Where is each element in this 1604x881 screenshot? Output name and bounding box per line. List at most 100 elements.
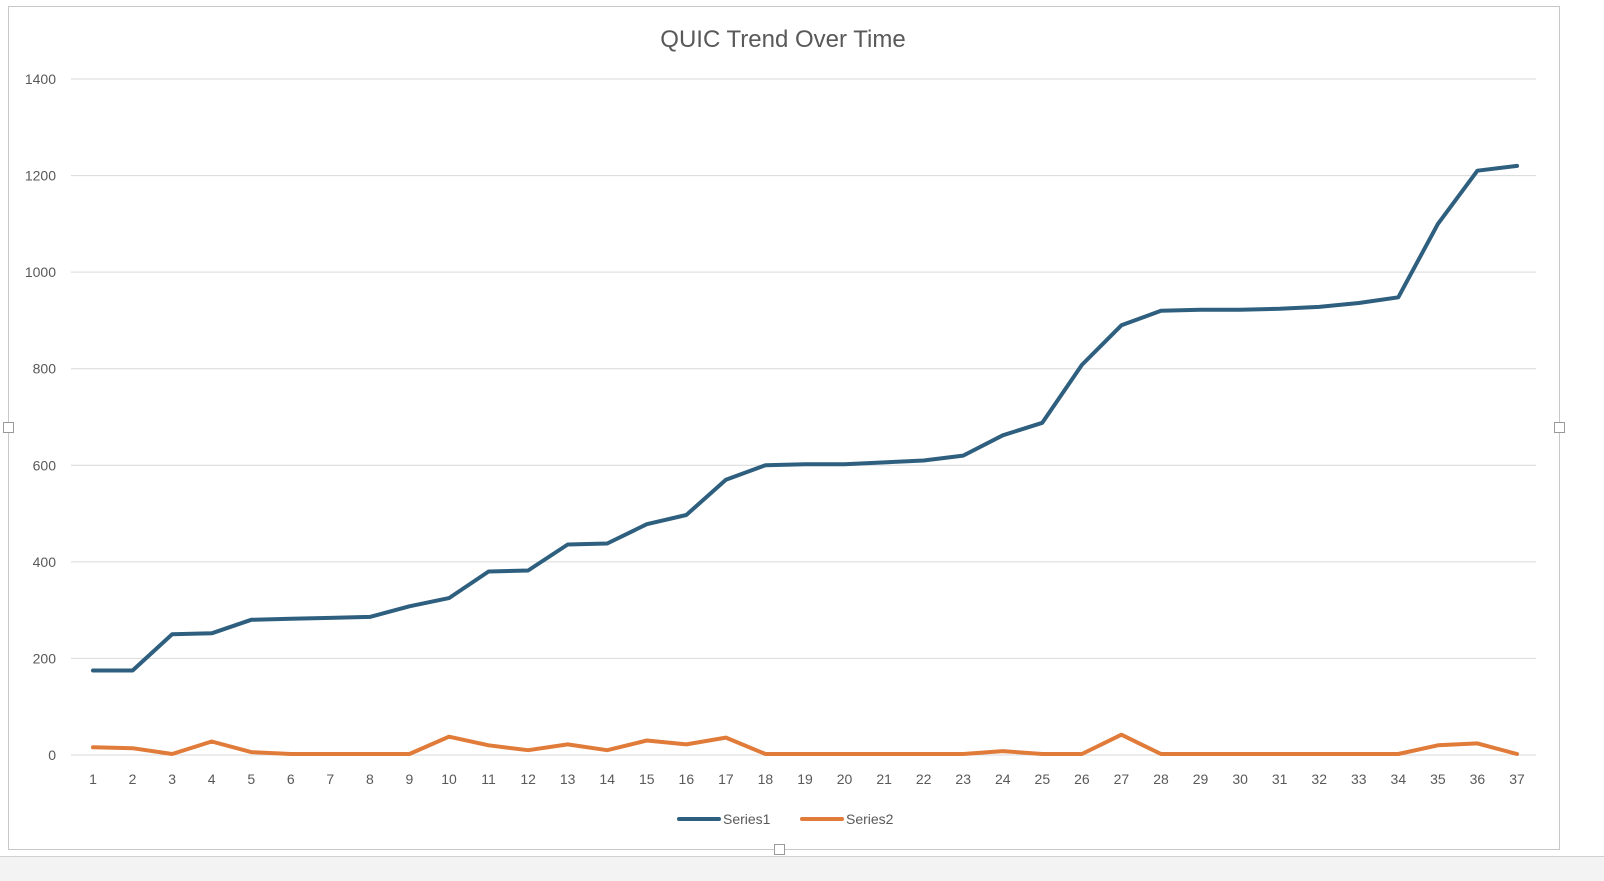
data-point — [1238, 752, 1242, 756]
data-point — [922, 752, 926, 756]
data-point — [1040, 752, 1044, 756]
data-point — [605, 542, 609, 546]
x-tick-label: 19 — [797, 771, 813, 787]
resize-handle-right[interactable] — [1554, 422, 1565, 433]
data-point — [882, 460, 886, 464]
data-point — [131, 746, 135, 750]
x-tick-label: 34 — [1391, 771, 1407, 787]
data-point — [407, 604, 411, 608]
data-point — [526, 569, 530, 573]
data-point — [447, 735, 451, 739]
x-tick-label: 36 — [1470, 771, 1486, 787]
data-point — [1436, 222, 1440, 226]
x-tick-label: 29 — [1193, 771, 1209, 787]
x-axis-ticks: 1 2 3 4 5 6 7 8 9 10 11 12 13 14 15 16 17 18 19 20 21 22 23 24 2… — [89, 771, 1525, 787]
chart-area[interactable]: QUIC Trend Over Time 0 200 400 600 800 1000 12… — [3, 6, 1565, 855]
data-point — [1199, 308, 1203, 312]
x-tick-label: 25 — [1035, 771, 1051, 787]
data-point — [1436, 743, 1440, 747]
data-point — [843, 752, 847, 756]
data-point — [803, 462, 807, 466]
x-tick-label: 27 — [1114, 771, 1130, 787]
data-point — [566, 542, 570, 546]
x-tick-label: 20 — [837, 771, 853, 787]
data-point — [328, 616, 332, 620]
data-point — [763, 463, 767, 467]
data-point — [131, 669, 135, 673]
worksheet-grid-strip — [0, 856, 1604, 881]
data-point — [210, 739, 214, 743]
data-point — [1278, 307, 1282, 311]
data-point — [91, 669, 95, 673]
data-point — [1001, 749, 1005, 753]
x-tick-label: 33 — [1351, 771, 1367, 787]
data-point — [1515, 752, 1519, 756]
data-point — [170, 752, 174, 756]
x-tick-label: 13 — [560, 771, 576, 787]
data-point — [882, 752, 886, 756]
data-point — [1357, 301, 1361, 305]
data-point — [684, 742, 688, 746]
x-tick-label: 10 — [441, 771, 457, 787]
data-point — [605, 748, 609, 752]
y-tick-label: 800 — [33, 361, 57, 377]
data-point — [645, 522, 649, 526]
data-point — [1238, 308, 1242, 312]
data-point — [724, 478, 728, 482]
x-tick-label: 23 — [955, 771, 971, 787]
x-tick-label: 2 — [129, 771, 137, 787]
y-tick-label: 400 — [33, 554, 57, 570]
y-tick-label: 600 — [33, 457, 57, 473]
data-point — [487, 570, 491, 574]
x-tick-label: 1 — [89, 771, 97, 787]
legend-label: Series1 — [723, 811, 771, 827]
data-point — [407, 752, 411, 756]
data-point — [961, 752, 965, 756]
data-point — [1001, 433, 1005, 437]
x-tick-label: 22 — [916, 771, 932, 787]
x-tick-label: 9 — [406, 771, 414, 787]
chart-title: QUIC Trend Over Time — [660, 26, 905, 53]
series-line-1[interactable] — [91, 163, 1519, 673]
x-tick-label: 28 — [1153, 771, 1169, 787]
data-point — [249, 750, 253, 754]
resize-handle-bottom[interactable] — [774, 844, 785, 855]
x-tick-label: 24 — [995, 771, 1011, 787]
x-tick-label: 21 — [876, 771, 892, 787]
y-tick-label: 0 — [48, 747, 56, 763]
x-tick-label: 26 — [1074, 771, 1090, 787]
data-point — [724, 736, 728, 740]
x-tick-label: 32 — [1311, 771, 1327, 787]
data-point — [645, 739, 649, 743]
data-point — [210, 631, 214, 635]
x-tick-label: 12 — [520, 771, 536, 787]
data-point — [1080, 363, 1084, 367]
data-point — [289, 617, 293, 621]
gridlines — [71, 78, 1536, 756]
x-tick-label: 3 — [168, 771, 176, 787]
data-point — [1080, 752, 1084, 756]
data-point — [1475, 169, 1479, 173]
x-tick-label: 14 — [599, 771, 615, 787]
data-point — [803, 752, 807, 756]
data-point — [1159, 752, 1163, 756]
data-point — [328, 752, 332, 756]
data-point — [1159, 309, 1163, 313]
data-point — [1119, 323, 1123, 327]
data-point — [289, 752, 293, 756]
data-point — [1199, 752, 1203, 756]
x-tick-label: 4 — [208, 771, 216, 787]
data-point — [91, 745, 95, 749]
x-tick-label: 35 — [1430, 771, 1446, 787]
data-point — [922, 458, 926, 462]
resize-handle-left[interactable] — [3, 422, 14, 433]
y-tick-label: 1400 — [25, 71, 56, 87]
y-axis-ticks: 0 200 400 600 800 1000 1200 1400 — [25, 71, 56, 763]
line-chart: QUIC Trend Over Time 0200400600800100012… — [25, 26, 1536, 827]
series-line-2[interactable] — [91, 732, 1519, 756]
data-point — [1515, 164, 1519, 168]
data-point — [526, 748, 530, 752]
y-tick-label: 1000 — [25, 264, 56, 280]
x-tick-label: 37 — [1509, 771, 1525, 787]
y-tick-label: 1200 — [25, 168, 56, 184]
